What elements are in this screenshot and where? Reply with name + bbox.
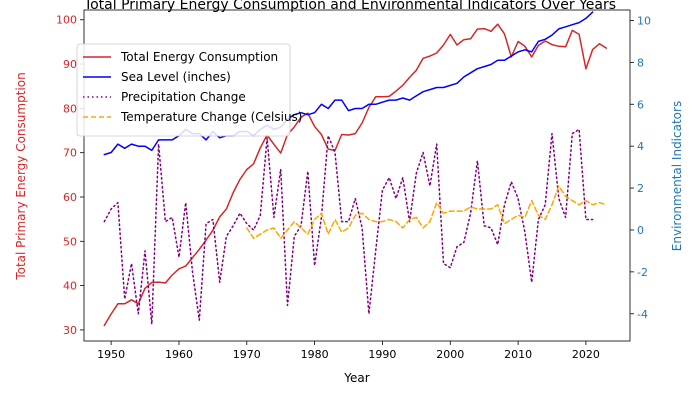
series-line-precipitation-change (103, 128, 594, 325)
legend-label: Precipitation Change (121, 90, 246, 104)
y-right-tick-label: 6 (637, 98, 644, 111)
y-left-tick-label: 60 (63, 191, 77, 204)
legend-label: Sea Level (inches) (121, 70, 231, 84)
x-tick-label: 2000 (436, 348, 464, 361)
y-left-tick-label: 70 (63, 147, 77, 160)
legend-label: Total Energy Consumption (120, 50, 278, 64)
y-right-tick-label: 2 (637, 182, 644, 195)
y-right-tick-label: 8 (637, 56, 644, 69)
x-tick-label: 2020 (572, 348, 600, 361)
x-tick-label: 1970 (233, 348, 261, 361)
y-right-tick-label: 10 (637, 14, 651, 27)
y-left-tick-label: 80 (63, 102, 77, 115)
y-left-tick-label: 100 (56, 14, 77, 27)
legend: Total Energy Consumption Sea Level (inche… (76, 43, 303, 137)
x-tick-label: 1990 (368, 348, 396, 361)
x-tick-label: 1960 (165, 348, 193, 361)
chart-title: Total Primary Energy Consumption and Env… (83, 0, 616, 13)
y-left-tick-label: 90 (63, 58, 77, 71)
y-axis-left-label: Total Primary Energy Consumption (14, 72, 28, 280)
x-tick-label: 1980 (301, 348, 329, 361)
series-line-total-energy-consumption (103, 23, 608, 327)
y-right-tick-label: 4 (637, 140, 644, 153)
plot-frame (83, 9, 631, 342)
y-right-tick-label: -4 (637, 308, 648, 321)
y-left-tick-label: 40 (63, 280, 77, 293)
series-line-temperature-change-celsius (246, 185, 608, 240)
y-right-tick-label: -2 (637, 266, 648, 279)
y-axis-right: -4 -2 0 2 4 6 8 10 (630, 14, 651, 321)
legend-label: Temperature Change (Celsius) (120, 110, 303, 124)
y-axis-left: 30 40 50 60 70 80 90 100 (56, 14, 84, 337)
x-axis-label: Year (343, 371, 369, 385)
y-left-tick-label: 30 (63, 324, 77, 337)
y-right-tick-label: 0 (637, 224, 644, 237)
legend-box (76, 43, 291, 137)
x-tick-label: 1950 (97, 348, 125, 361)
x-axis: 1950 1960 1970 1980 1990 2000 2010 2020 (97, 341, 600, 361)
x-tick-label: 2010 (504, 348, 532, 361)
y-left-tick-label: 50 (63, 235, 77, 248)
y-axis-right-label: Environmental Indicators (670, 101, 684, 251)
